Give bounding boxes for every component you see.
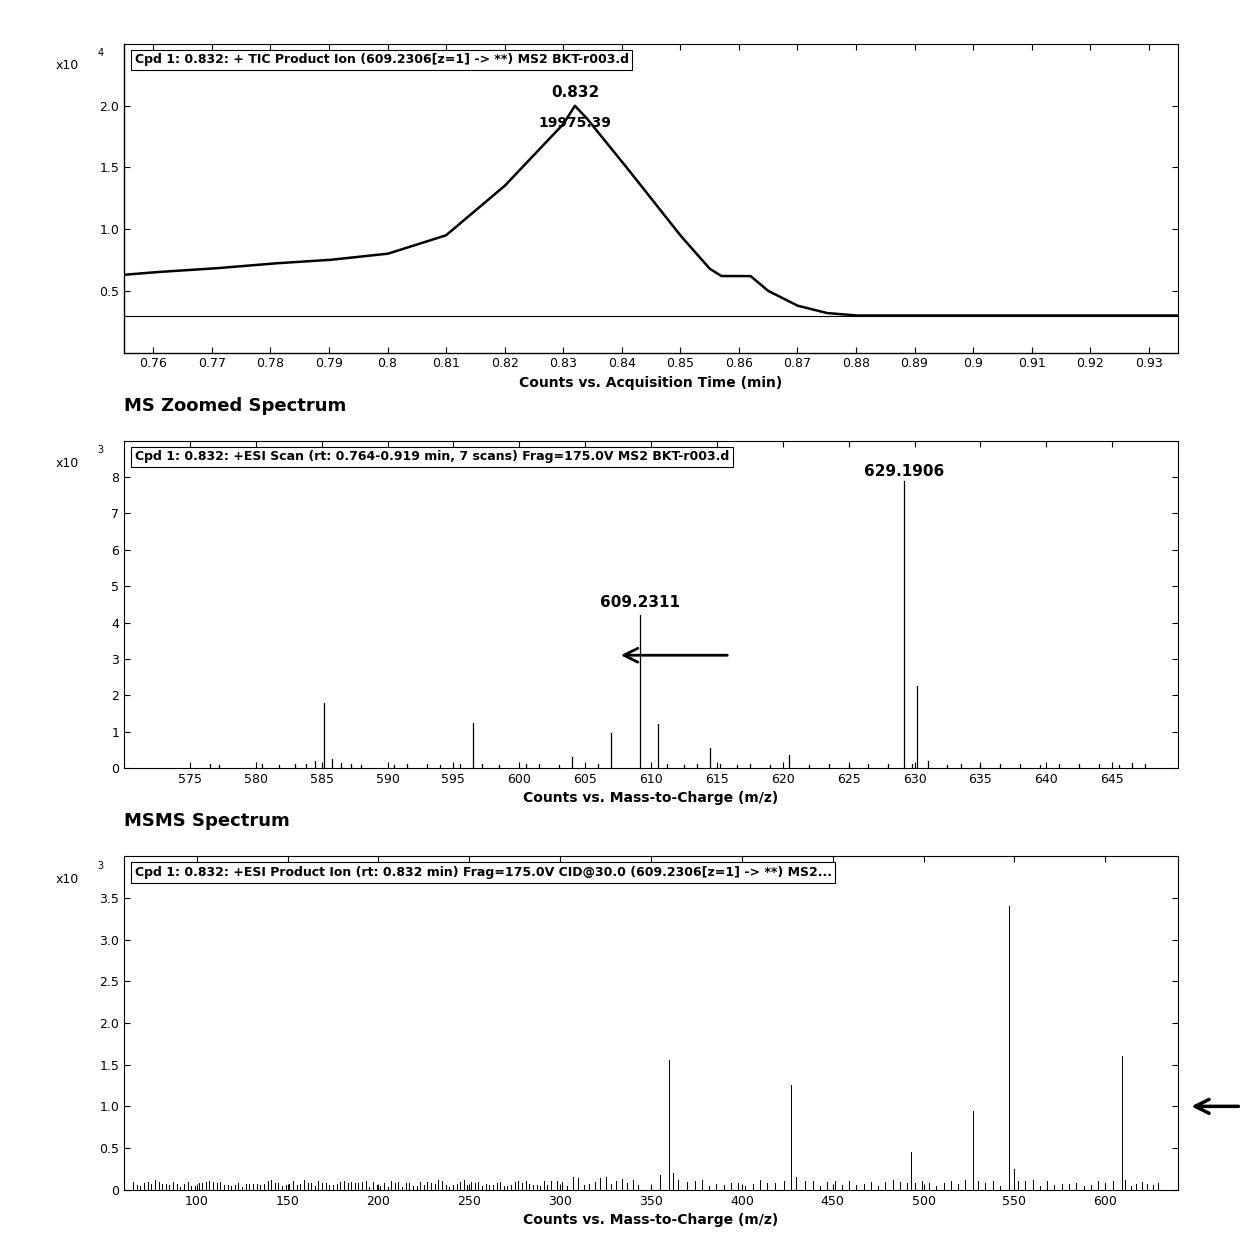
Text: 4: 4: [98, 48, 104, 58]
Text: 629.1906: 629.1906: [864, 463, 944, 478]
X-axis label: Counts vs. Mass-to-Charge (m/z): Counts vs. Mass-to-Charge (m/z): [523, 792, 779, 806]
X-axis label: Counts vs. Mass-to-Charge (m/z): Counts vs. Mass-to-Charge (m/z): [523, 1214, 779, 1228]
Text: 19975.39: 19975.39: [538, 116, 611, 130]
Text: MS Zoomed Spectrum: MS Zoomed Spectrum: [124, 397, 346, 414]
X-axis label: Counts vs. Acquisition Time (min): Counts vs. Acquisition Time (min): [520, 376, 782, 390]
Text: 3: 3: [98, 446, 104, 456]
Text: 609.2311: 609.2311: [600, 594, 681, 609]
Text: x10: x10: [56, 872, 79, 886]
Text: x10: x10: [56, 457, 79, 470]
Text: x10: x10: [56, 59, 79, 72]
Text: Cpd 1: 0.832: + TIC Product Ion (609.2306[z=1] -> **) MS2 BKT-r003.d: Cpd 1: 0.832: + TIC Product Ion (609.230…: [134, 53, 629, 67]
Text: Cpd 1: 0.832: +ESI Product Ion (rt: 0.832 min) Frag=175.0V CID@30.0 (609.2306[z=: Cpd 1: 0.832: +ESI Product Ion (rt: 0.83…: [134, 866, 832, 879]
Text: 0.832: 0.832: [551, 84, 599, 99]
Text: 3: 3: [98, 861, 104, 871]
Text: MSMS Spectrum: MSMS Spectrum: [124, 812, 290, 830]
Text: Cpd 1: 0.832: +ESI Scan (rt: 0.764-0.919 min, 7 scans) Frag=175.0V MS2 BKT-r003.: Cpd 1: 0.832: +ESI Scan (rt: 0.764-0.919…: [134, 451, 729, 463]
